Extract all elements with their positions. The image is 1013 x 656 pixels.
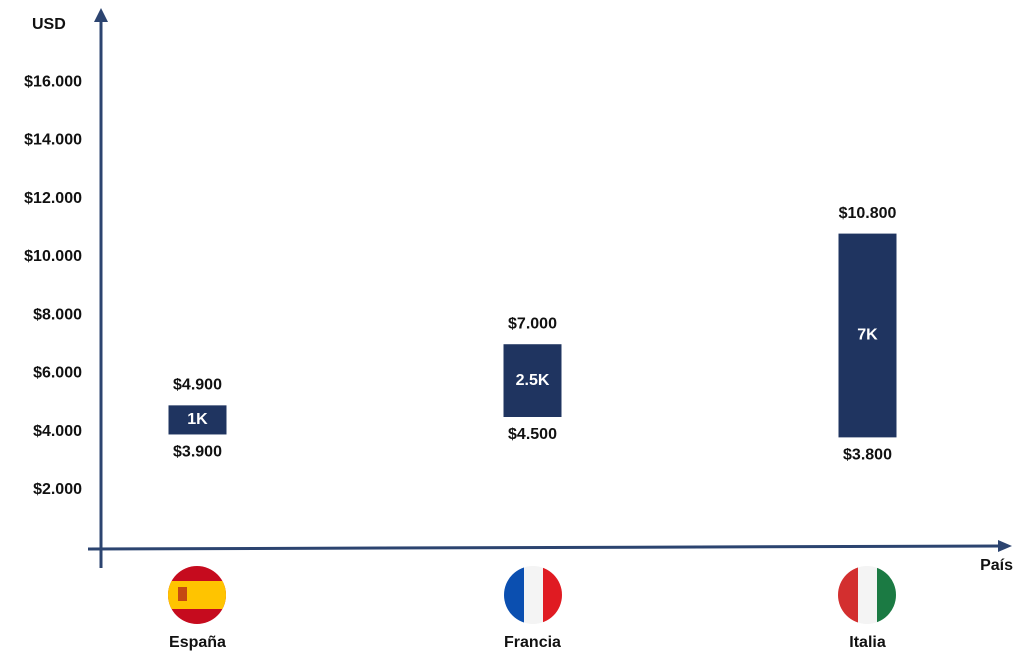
range-bar	[838, 233, 897, 438]
flag-france	[504, 566, 562, 624]
spread-label: 7K	[857, 327, 878, 344]
x-tick-label: Francia	[504, 634, 561, 651]
high-label: $7.000	[508, 315, 557, 332]
y-axis-label: USD	[32, 16, 66, 33]
spread-label: 1K	[187, 411, 208, 428]
x-axis-label: País	[980, 557, 1013, 574]
low-label: $3.800	[843, 447, 892, 464]
y-tick-label: $6.000	[33, 365, 82, 382]
low-label: $4.500	[508, 426, 557, 443]
range-bar	[503, 344, 562, 417]
high-label: $4.900	[173, 377, 222, 394]
y-tick-label: $2.000	[33, 481, 82, 498]
range-bar	[168, 405, 227, 435]
y-tick-label: $12.000	[24, 190, 82, 207]
y-tick-label: $10.000	[24, 248, 82, 265]
x-axis-arrow	[998, 540, 1012, 552]
y-tick-label: $4.000	[33, 423, 82, 440]
x-axis	[87, 544, 1004, 551]
x-tick-label: España	[169, 634, 226, 651]
low-label: $3.900	[173, 444, 222, 461]
y-tick-label: $14.000	[24, 132, 82, 149]
flag-spain	[168, 566, 226, 624]
y-tick-label: $16.000	[24, 73, 82, 90]
flag-italy	[838, 566, 896, 624]
y-axis-arrow	[94, 8, 108, 22]
high-label: $10.800	[839, 205, 897, 222]
y-tick-label: $8.000	[33, 306, 82, 323]
spread-label: 2.5K	[516, 372, 550, 389]
x-tick-label: Italia	[849, 634, 886, 651]
